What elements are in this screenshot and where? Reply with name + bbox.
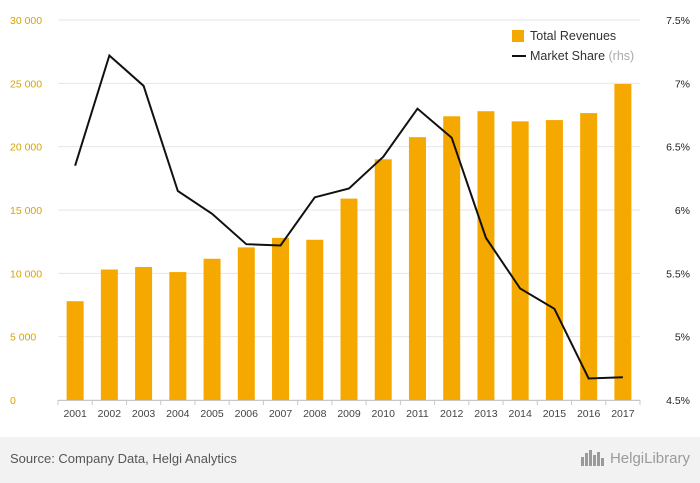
x-tick-label: 2005 <box>200 408 224 420</box>
x-tick-label: 2013 <box>474 408 498 420</box>
x-tick-label: 2012 <box>440 408 464 420</box>
bar-2012 <box>443 116 461 401</box>
y-left-tick-label: 15 000 <box>10 205 42 217</box>
source-note: Source: Company Data, Helgi Analytics <box>10 451 237 466</box>
x-tick-label: 2014 <box>508 408 532 420</box>
bar-2008 <box>306 239 324 400</box>
y-right-tick-label: 6% <box>675 205 690 217</box>
bar-2003 <box>135 267 153 400</box>
x-tick-label: 2007 <box>269 408 293 420</box>
bar-2016 <box>580 113 598 400</box>
bar-2011 <box>408 137 426 400</box>
bar-2002 <box>100 269 118 400</box>
legend-label-total-revenues: Total Revenues <box>530 29 616 43</box>
x-tick-label: 2001 <box>63 408 87 420</box>
y-left-tick-label: 5 000 <box>10 332 36 344</box>
x-tick-label: 2009 <box>337 408 361 420</box>
bar-2015 <box>545 120 563 401</box>
x-tick-label: 2002 <box>98 408 122 420</box>
x-tick-label: 2015 <box>543 408 567 420</box>
y-right-tick-label: 6.5% <box>666 142 690 154</box>
bar-2004 <box>169 272 187 400</box>
x-tick-label: 2017 <box>611 408 635 420</box>
y-left-tick-label: 10 000 <box>10 268 42 280</box>
x-tick-label: 2011 <box>406 408 429 420</box>
bar-2001 <box>66 301 84 400</box>
y-right-tick-label: 7.5% <box>666 15 690 27</box>
x-tick-label: 2003 <box>132 408 156 420</box>
y-right-tick-label: 4.5% <box>666 395 690 407</box>
brand-logo: HelgiLibrary <box>580 449 690 467</box>
bar-2006 <box>237 247 255 400</box>
y-right-tick-label: 5.5% <box>666 268 690 280</box>
legend-swatch-total-revenues <box>512 30 524 42</box>
legend-label-market-share: Market Share (rhs) <box>530 49 634 63</box>
y-left-tick-label: 25 000 <box>10 78 42 90</box>
bar-2009 <box>340 198 358 400</box>
bar-2017 <box>614 83 632 400</box>
bar-2005 <box>203 258 221 400</box>
brand-name: HelgiLibrary <box>609 449 690 467</box>
x-tick-label: 2016 <box>577 408 601 420</box>
bar-2013 <box>477 111 495 400</box>
chart-canvas: 0 5 000 10 000 15 000 20 000 25 000 30 000 4.5%… <box>10 15 690 420</box>
y-right-tick-label: 7% <box>675 78 690 90</box>
bar-2010 <box>374 159 392 400</box>
bar-2007 <box>272 237 290 400</box>
y-left-tick-label: 0 <box>10 395 16 407</box>
y-left-tick-label: 30 000 <box>10 15 42 27</box>
bar-2014 <box>511 121 529 400</box>
y-left-tick-label: 20 000 <box>10 142 42 154</box>
x-tick-label: 2008 <box>303 408 327 420</box>
x-tick-label: 2004 <box>166 408 190 420</box>
y-right-tick-label: 5% <box>675 332 690 344</box>
city-skyline-icon <box>580 450 604 466</box>
footer: Source: Company Data, Helgi Analytics He… <box>0 437 700 483</box>
x-tick-label: 2010 <box>372 408 396 420</box>
x-tick-label: 2006 <box>235 408 259 420</box>
legend-rhs-suffix: (rhs) <box>609 49 635 63</box>
